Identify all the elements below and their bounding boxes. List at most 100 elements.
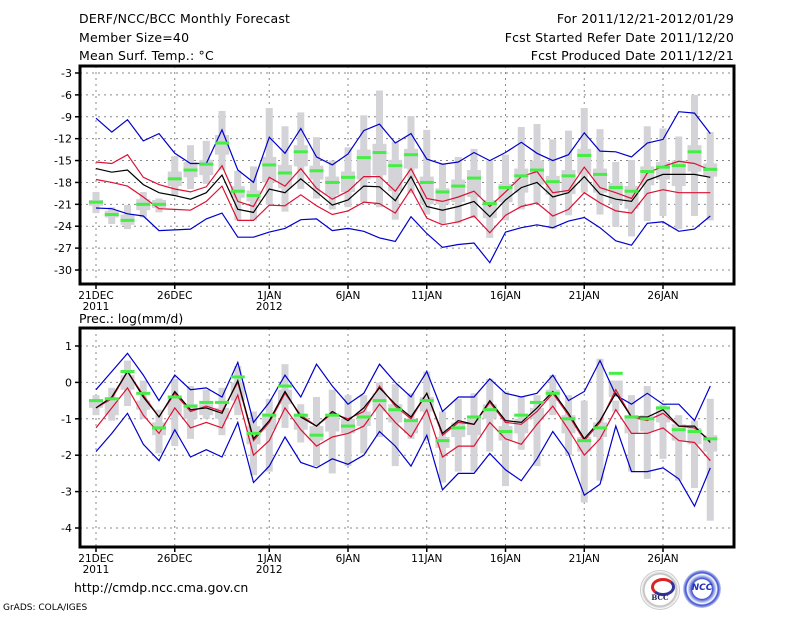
box-bar	[309, 426, 324, 441]
observed-marker	[451, 426, 466, 430]
x-tick-label: 16JAN	[490, 553, 521, 565]
observed-marker	[262, 163, 277, 167]
box-bar	[451, 422, 466, 437]
member-size-label: Member Size=40	[79, 30, 190, 45]
observed-marker	[356, 415, 371, 419]
observed-marker	[404, 419, 418, 423]
observed-marker	[624, 415, 639, 419]
observed-marker	[656, 165, 670, 169]
source-url[interactable]: http://cmdp.ncc.cma.gov.cn	[74, 580, 249, 595]
box-bar	[687, 145, 702, 172]
observed-marker	[577, 153, 592, 157]
observed-marker	[372, 399, 387, 403]
observed-marker	[593, 426, 607, 430]
observed-marker	[341, 424, 355, 428]
box-bar	[388, 404, 403, 423]
y-tick-label: -2	[61, 449, 72, 462]
observed-marker	[230, 375, 245, 379]
observed-marker	[498, 186, 513, 190]
y-tick-label: -12	[54, 133, 72, 146]
series-line-lower-spread	[95, 386, 711, 462]
observed-marker	[561, 174, 576, 178]
observed-marker	[545, 180, 560, 184]
observed-marker	[419, 399, 434, 403]
observed-marker	[624, 189, 639, 193]
y-tick-label: 0	[65, 376, 72, 389]
whisker-bar	[643, 386, 651, 479]
y-tick-label: -24	[54, 220, 72, 233]
box-bar	[325, 415, 340, 432]
observed-marker	[404, 153, 418, 157]
observed-marker	[514, 174, 529, 178]
box-bar	[404, 148, 418, 169]
observed-marker	[656, 406, 670, 410]
observed-marker	[608, 371, 623, 375]
x-tick-label: 1JAN	[257, 290, 282, 302]
observed-marker	[687, 150, 702, 154]
series-line-ensemble-max	[95, 352, 711, 424]
variable-label: Mean Surf. Temp.: °C	[79, 48, 214, 63]
x-tick-year-label: 2012	[256, 564, 283, 576]
y-tick-label: -27	[54, 242, 72, 255]
box-bar	[262, 156, 277, 183]
ncc-logo-icon: NCC	[683, 570, 721, 608]
observed-marker	[498, 430, 513, 434]
observed-marker	[246, 194, 261, 198]
observed-marker	[293, 413, 308, 417]
series-line-ensemble-min	[95, 207, 711, 264]
y-tick-label: -30	[54, 264, 72, 277]
observed-marker	[356, 156, 371, 160]
observed-marker	[687, 430, 702, 434]
series-line-ensemble-max	[95, 111, 711, 184]
observed-marker	[640, 417, 655, 421]
observed-marker	[671, 164, 686, 168]
series-line-lower-spread	[95, 178, 711, 234]
whisker-bar	[675, 415, 683, 481]
x-tick-label: 26DEC	[157, 553, 192, 565]
observed-marker	[514, 413, 529, 417]
observed-marker	[230, 189, 245, 193]
plot-area	[89, 352, 718, 521]
observed-marker	[136, 202, 151, 206]
x-tick-label: 26JAN	[647, 290, 678, 302]
observed-marker	[152, 202, 166, 206]
whisker-bar	[533, 395, 541, 467]
observed-marker	[136, 391, 151, 395]
whisker-bar	[691, 420, 698, 488]
observed-marker	[593, 172, 607, 176]
plot-frame	[78, 64, 736, 286]
y-tick-label: -6	[61, 89, 72, 102]
observed-marker	[199, 162, 214, 166]
observed-marker	[451, 184, 466, 188]
series-line-ensemble-mean	[95, 168, 711, 218]
observed-marker	[419, 180, 434, 184]
observed-marker	[167, 395, 182, 399]
observed-marker	[467, 415, 481, 419]
observed-marker	[215, 141, 229, 145]
observed-marker	[183, 404, 198, 408]
observed-marker	[293, 150, 308, 154]
whisker-bar	[517, 126, 525, 210]
observed-marker	[278, 171, 292, 175]
observed-marker	[325, 180, 340, 184]
observed-marker	[341, 175, 355, 179]
whisker-bar	[612, 400, 620, 412]
observed-marker	[183, 168, 198, 172]
observed-marker	[167, 177, 182, 181]
box-bar	[545, 389, 560, 401]
box-bar	[341, 171, 355, 192]
whisker-bar	[265, 108, 273, 206]
whisker-bar	[486, 160, 494, 238]
observed-marker	[120, 369, 135, 373]
box-bar	[640, 166, 655, 186]
precip-variable-label: Prec.: log(mm/d)	[79, 311, 183, 326]
box-bar	[498, 426, 513, 441]
box-bar	[435, 437, 450, 448]
box-bar	[167, 396, 182, 416]
observed-marker	[388, 164, 403, 168]
y-tick-label: -1	[61, 413, 72, 426]
observed-marker	[120, 218, 135, 222]
y-tick-label: -15	[54, 155, 72, 168]
observed-marker	[482, 202, 497, 206]
